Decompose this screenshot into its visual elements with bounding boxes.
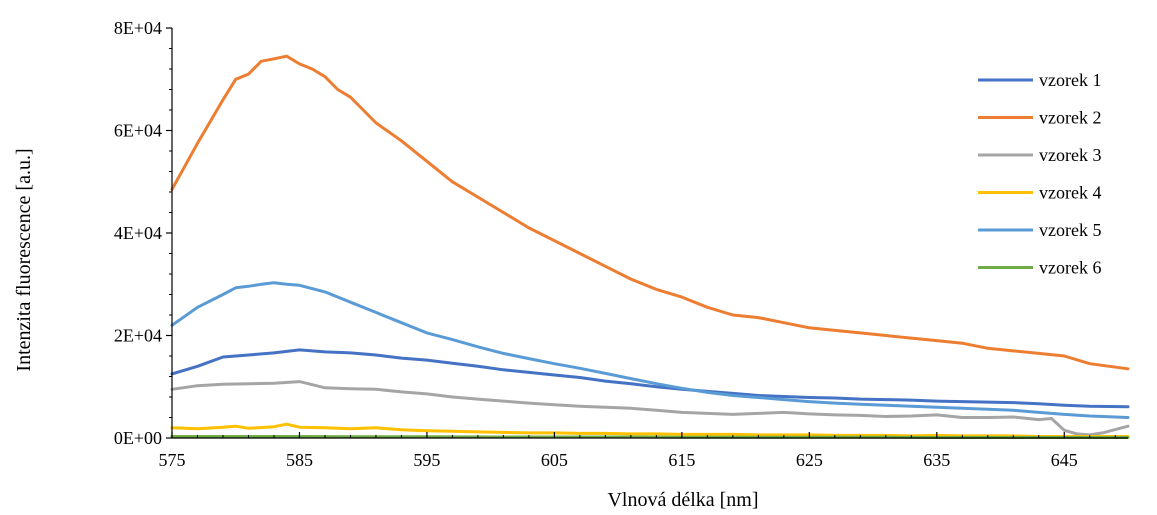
x-tick-label: 595 (413, 450, 440, 470)
x-tick-label: 615 (668, 450, 695, 470)
axis-ticks (166, 27, 1116, 439)
legend-label-2: vzorek 2 (1039, 108, 1101, 128)
series-lines (170, 54, 1130, 439)
x-axis-title: Vlnová délka [nm] (607, 489, 758, 511)
y-tick-label: 2E+04 (114, 326, 162, 346)
y-tick-labels: 0E+00 2E+04 4E+04 6E+04 8E+04 (114, 18, 162, 448)
legend-label-5: vzorek 5 (1039, 220, 1101, 240)
x-tick-label: 585 (286, 450, 313, 470)
axes (171, 28, 1128, 439)
series-line-1 (170, 348, 1130, 409)
y-tick-label: 0E+00 (114, 428, 162, 448)
series-line-3 (170, 380, 1130, 437)
series-line-5 (170, 281, 1130, 419)
legend-label-1: vzorek 1 (1039, 70, 1101, 90)
y-tick-label: 4E+04 (114, 223, 162, 243)
y-axis-title: Intenzita fluorescence [a.u.] (13, 148, 35, 371)
x-tick-label: 635 (923, 450, 950, 470)
x-tick-label: 605 (541, 450, 568, 470)
y-tick-label: 6E+04 (114, 121, 162, 141)
y-tick-label: 8E+04 (114, 18, 162, 38)
legend-label-3: vzorek 3 (1039, 145, 1101, 165)
x-tick-label: 575 (159, 450, 186, 470)
legend-label-6: vzorek 6 (1039, 258, 1101, 278)
x-tick-label: 645 (1051, 450, 1078, 470)
series-line-2 (170, 54, 1130, 371)
legend: vzorek 1 vzorek 2 vzorek 3 vzorek 4 vzorek 5… (978, 70, 1101, 278)
series-line-6 (170, 435, 1130, 439)
x-tick-labels: 575 585 595 605 615 625 635 645 (159, 450, 1078, 470)
series-line-4 (170, 422, 1130, 438)
x-tick-label: 625 (796, 450, 823, 470)
legend-label-4: vzorek 4 (1039, 183, 1101, 203)
